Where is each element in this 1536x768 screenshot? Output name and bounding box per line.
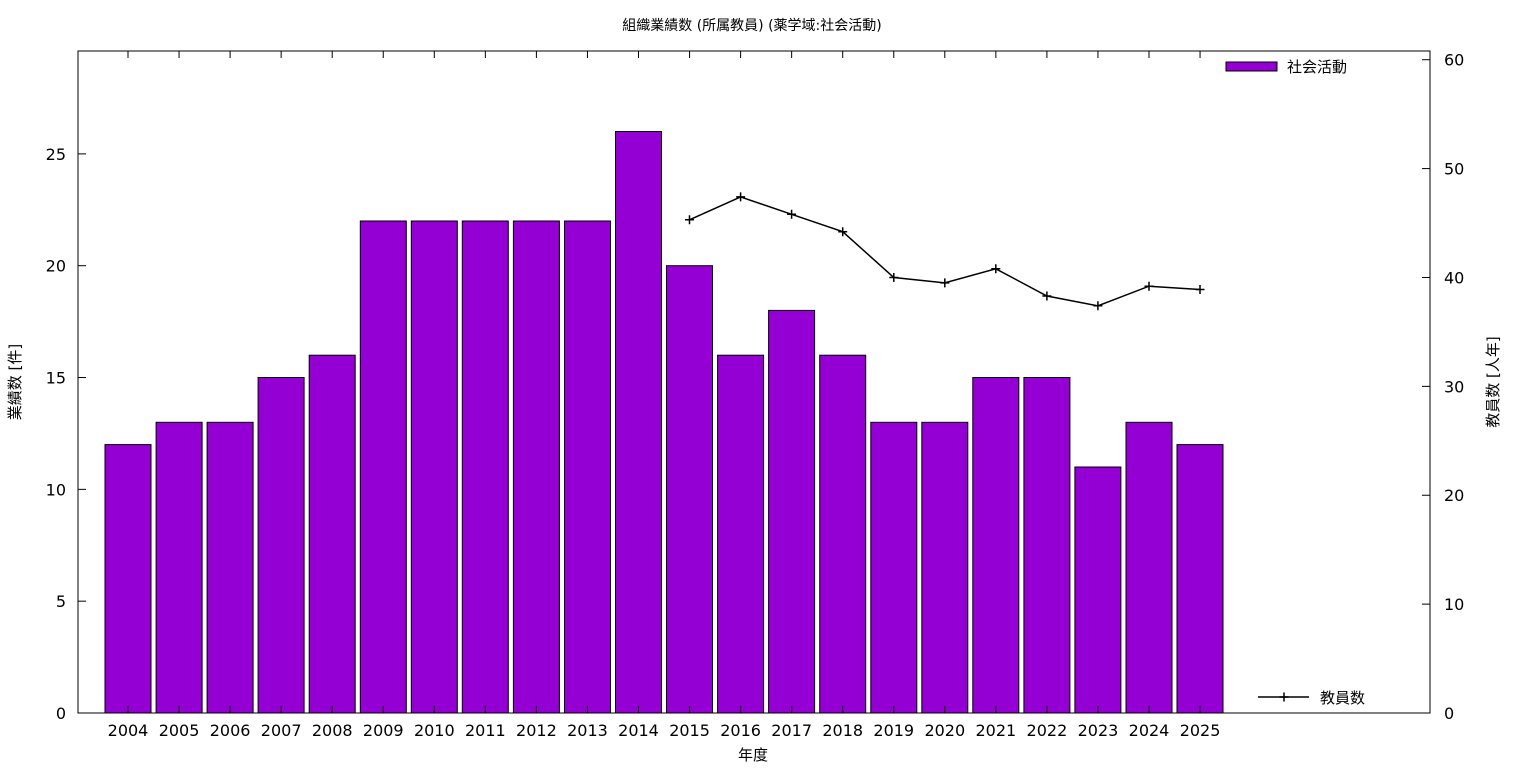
x-tick-label: 2023 [1078, 721, 1119, 740]
bar [972, 377, 1020, 714]
bar [921, 421, 969, 714]
bar [768, 309, 816, 714]
x-tick-label: 2006 [210, 721, 251, 740]
x-tick-label: 2025 [1180, 721, 1221, 740]
x-tick-label: 2012 [516, 721, 557, 740]
y2-tick-label: 60 [1444, 51, 1464, 70]
bar [512, 220, 560, 714]
x-tick-label: 2014 [618, 721, 659, 740]
y-tick-label: 10 [46, 480, 66, 499]
line-point [685, 215, 694, 225]
x-tick-label: 2022 [1027, 721, 1068, 740]
x-axis-label: 年度 [738, 746, 768, 764]
bar [461, 220, 509, 714]
line-point [991, 264, 1001, 274]
bar [666, 265, 713, 714]
y2-tick-label: 0 [1444, 704, 1454, 723]
line-point [1042, 291, 1052, 301]
line-point [1195, 285, 1205, 294]
legend-label-bar: 社会活動 [1287, 58, 1347, 76]
plot-frame [77, 50, 1431, 714]
line-point [787, 209, 797, 219]
y2-tick-label: 10 [1444, 595, 1464, 614]
line-point [736, 192, 746, 202]
x-tick-label: 2004 [108, 721, 149, 740]
x-tick-label: 2009 [363, 721, 404, 740]
line-point [889, 273, 899, 282]
legend-swatch-bar [1225, 61, 1278, 72]
x-tick-label: 2011 [465, 721, 506, 740]
legend-label-line: 教員数 [1320, 689, 1365, 707]
line-point [838, 227, 848, 237]
bar [155, 421, 203, 714]
y2-axis-label: 教員数 [人年] [1484, 336, 1502, 427]
bar [206, 421, 254, 714]
bar [410, 220, 458, 714]
bar [564, 220, 611, 714]
y2-tick-label: 20 [1444, 486, 1464, 505]
bar-series [104, 131, 1224, 714]
legend: 社会活動 教員数 [1225, 58, 1365, 707]
x-tick-label: 2016 [720, 721, 761, 740]
bar [1125, 421, 1173, 714]
bar [257, 377, 305, 714]
y-tick-label: 0 [56, 704, 66, 723]
bar [870, 421, 918, 714]
x-tick-label: 2021 [975, 721, 1016, 740]
x-tick-label: 2018 [822, 721, 863, 740]
x-tick-label: 2013 [567, 721, 608, 740]
y2-tick-label: 40 [1444, 268, 1464, 287]
y2-tick-label: 30 [1444, 377, 1464, 396]
legend-line-marker [1279, 692, 1289, 702]
x-tick-label: 2008 [312, 721, 353, 740]
bar [308, 354, 356, 714]
line-point [1144, 281, 1154, 291]
x-tick-label: 2007 [261, 721, 302, 740]
bar [1074, 466, 1122, 714]
bar [1176, 444, 1224, 714]
bar [819, 354, 867, 714]
x-tick-label: 2015 [669, 721, 710, 740]
line-point [940, 278, 950, 288]
y-tick-label: 25 [46, 145, 66, 164]
bar [1023, 377, 1071, 714]
bar [104, 444, 152, 714]
y-tick-label: 20 [46, 257, 66, 276]
bar [615, 131, 662, 714]
x-tick-label: 2017 [771, 721, 812, 740]
y-axis-label: 業績数 [件] [6, 344, 24, 420]
x-tick-label: 2019 [873, 721, 914, 740]
bar [359, 220, 407, 714]
line-series [685, 192, 1205, 311]
chart-title: 組織業績数 (所属教員) (薬学域:社会活動) [622, 18, 881, 34]
y-tick-label: 15 [46, 369, 66, 388]
line-path [689, 196, 1201, 307]
x-tick-label: 2020 [924, 721, 965, 740]
x-tick-label: 2010 [414, 721, 455, 740]
y-tick-label: 5 [56, 592, 66, 611]
line-point [1093, 301, 1103, 311]
x-tick-label: 2005 [159, 721, 200, 740]
bar [717, 354, 765, 714]
y2-tick-label: 50 [1444, 160, 1464, 179]
x-tick-label: 2024 [1129, 721, 1170, 740]
